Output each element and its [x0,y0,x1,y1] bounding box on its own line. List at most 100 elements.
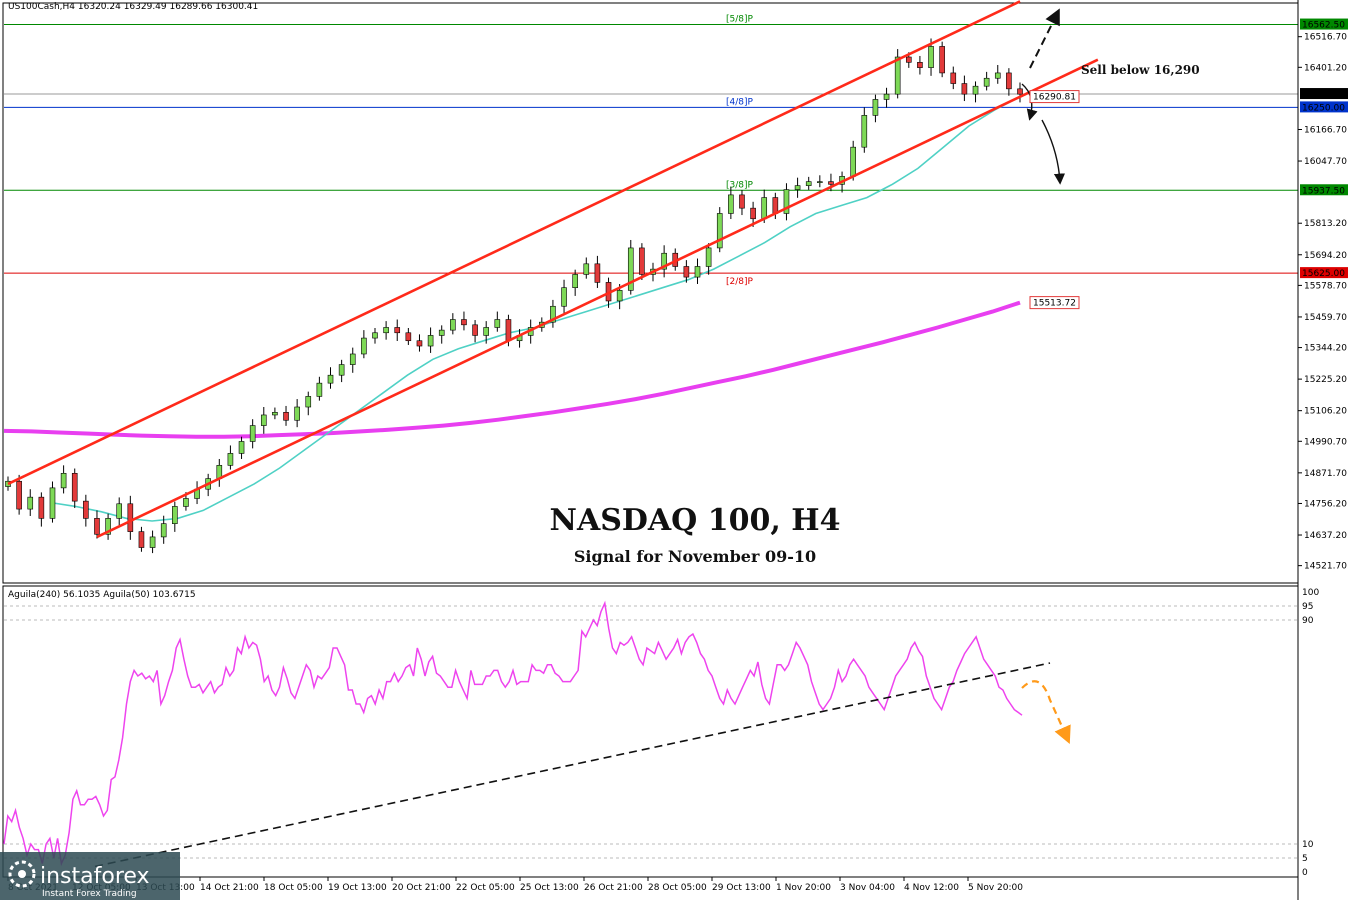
bear-candle [505,319,512,342]
ma-value-tag-label: 15513.72 [1033,299,1076,309]
price-tick-label: 15344.20 [1304,344,1347,354]
bear-candle [472,324,478,336]
time-tick-label: 4 Nov 12:00 [904,883,959,893]
sell-annotation: Sell below 16,290 [1081,63,1200,77]
bear-candle [71,472,78,502]
bull-candle [705,247,712,267]
bear-candle [461,319,467,326]
bull-candle [383,327,389,334]
bear-candle [138,531,145,548]
bear-candle [939,46,945,74]
murray-level-tag [1300,184,1348,196]
price-tick-label: 16401.20 [1304,63,1347,73]
bull-candle [149,536,156,548]
bear-candle [772,197,779,214]
bull-candle [327,374,334,384]
oscillator-trendline [94,662,1051,868]
bear-candle [38,496,45,519]
bull-candle [427,335,434,347]
oscillator-tick-label: 10 [1302,840,1314,850]
gear-icon [8,860,36,888]
bull-candle [817,181,823,183]
bear-candle [905,56,912,63]
price-tick-label: 15578.70 [1304,281,1347,291]
price-tick-label: 14756.20 [1304,499,1347,509]
oscillator-tick-label: 5 [1302,854,1308,864]
second-target-arrow [1041,119,1066,185]
channel-upper-line [7,0,1021,486]
bull-candle [627,247,634,291]
oscillator-tick-label: 100 [1302,588,1319,598]
bull-candle [861,115,868,148]
bull-candle [583,263,590,275]
bull-candle [994,72,1001,79]
bull-candle [338,364,345,376]
bull-candle [883,93,890,100]
bull-candle [105,518,111,535]
bull-candle [372,332,378,339]
bear-candle [416,340,423,347]
price-tick-label: 15459.70 [1304,313,1347,323]
bear-candle [127,503,134,532]
price-tick-label: 15694.20 [1304,251,1347,261]
oscillator-tick-label: 90 [1302,616,1314,626]
bear-candle [917,62,923,68]
bull-candle [227,453,234,466]
current-price-label: 16300.41 [1302,90,1345,100]
bull-candle [49,487,56,519]
price-tick-label: 15106.20 [1304,407,1347,417]
bull-candle [349,353,356,365]
bear-candle [639,247,645,275]
price-tick-label: 16166.70 [1304,125,1347,135]
chart-title: NASDAQ 100, H4 [550,503,841,538]
ema-value-tag [1029,90,1080,104]
bear-candle [83,500,89,519]
bull-candle [728,194,734,214]
bear-candle [750,207,756,220]
bull-candle [928,46,934,68]
bull-candle [872,99,879,116]
indicator-header: Aguila(240) 56.1035 Aguila(50) 103.6715 [8,590,196,600]
murray-level-tag-label: 15937.50 [1302,186,1345,196]
time-tick-label: 26 Oct 21:00 [584,883,643,893]
bear-candle [394,327,401,334]
oscillator-tick-label: 95 [1302,602,1313,612]
bull-candle [361,337,367,355]
bear-candle [405,332,412,342]
bull-candle [561,287,567,307]
bear-candle [1006,72,1012,90]
time-tick-label: 14 Oct 21:00 [200,883,259,893]
price-tick-label: 14637.20 [1304,531,1347,541]
bull-candle [494,319,501,328]
time-tick-label: 1 Nov 20:00 [776,883,831,893]
murray-level-label: [4/8]P [726,97,754,107]
price-tick-label: 16516.70 [1304,33,1347,43]
bull-candle [972,85,979,95]
murray-level-label: [3/8]P [726,180,754,190]
price-axis: 16516.70 16401.20 16166.70 16047.70 15813.20… [1297,0,1347,900]
price-tick-label: 15225.20 [1304,375,1347,385]
bull-candle [850,146,856,177]
murray-levels: [5/8]P 16562.50 [4/8]P 16250.00 [3/8]P 15937.… [4,15,1348,287]
murray-level-tag [1300,267,1348,279]
murray-level-label: [2/8]P [726,277,754,287]
bear-candle [94,518,100,535]
bull-candle [616,290,623,302]
bear-candle [828,181,834,185]
bull-candle [483,327,489,336]
bull-candle [238,441,245,454]
price-tick-label: 14990.70 [1304,437,1347,447]
bull-candle [783,189,790,214]
bull-candle [572,274,578,288]
price-tick-label: 14871.70 [1304,469,1347,479]
time-tick-label: 19 Oct 13:00 [328,883,387,893]
bull-candle [661,252,667,270]
bear-candle [594,263,601,283]
bull-candle [305,396,312,408]
time-tick-label: 22 Oct 05:00 [456,883,515,893]
price-tags: 16290.81 15513.72 [1029,90,1080,310]
bull-candle [160,523,167,538]
bull-candle [183,498,189,507]
instaforex-logo: instaforex Instant Forex Trading [0,852,180,900]
bear-candle [950,72,957,84]
